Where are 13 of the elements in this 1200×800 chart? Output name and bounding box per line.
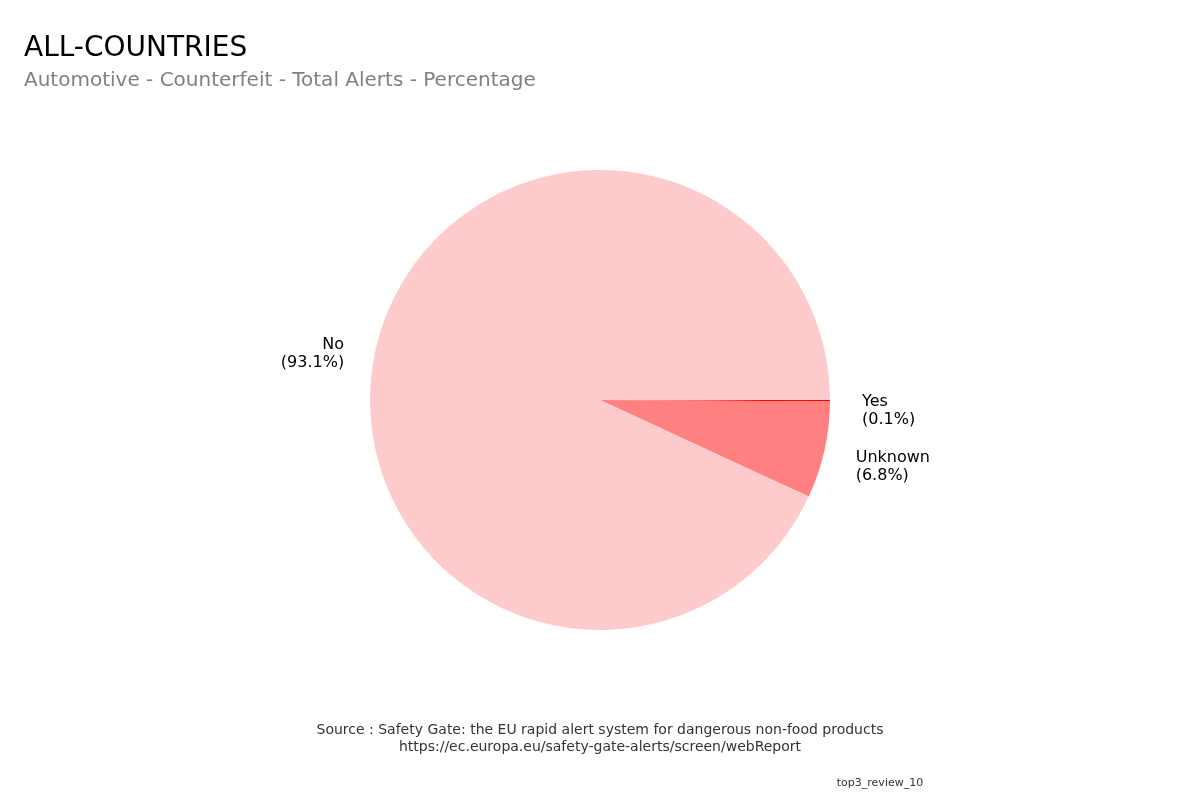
data-label: (93.1%) (280, 351, 345, 371)
text: top3_review_10 (836, 776, 924, 789)
data-label: (6.8%) (855, 465, 909, 485)
chart-subtitle: Automotive - Counterfeit - Total Alerts - Percentage (24, 67, 536, 91)
pie-slice (600, 400, 830, 497)
text: https://ec.europa.eu/safety-gate-alerts/screen/webReport (398, 738, 802, 754)
chart-title: ALL-COUNTRIES (24, 30, 248, 63)
pie-slice (370, 170, 830, 630)
slice-label: Yes (861, 390, 888, 410)
slice-label: No (322, 333, 345, 353)
source-note: Source : Safety Gate: the EU rapid alert system for dangerous non-food products (316, 721, 884, 737)
data-label: (0.1%) (862, 408, 916, 428)
slice-label: Unknown (855, 447, 930, 467)
